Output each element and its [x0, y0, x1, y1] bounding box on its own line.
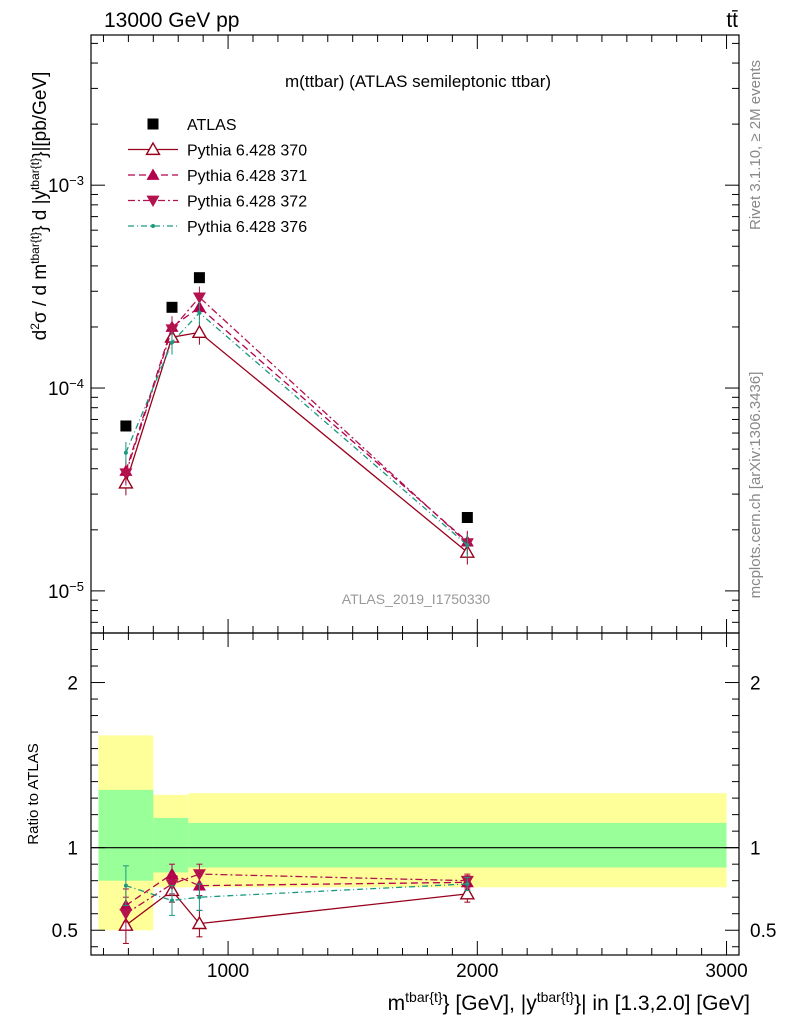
data-point-pythia-6-428-376	[170, 340, 174, 345]
y-axis-label-main: d2σ / d mtbar{t}} d |ytbar{t}}|[pb/GeV]	[28, 72, 51, 341]
ratio-tick-label-left: 2	[67, 674, 78, 695]
data-point-pythia-6-428-376	[197, 310, 202, 315]
x-tick-label: 1000	[207, 961, 249, 982]
data-point-atlas	[120, 420, 132, 432]
legend-marker-pythia-6-428-372	[146, 195, 160, 207]
legend-marker-pythia-6-428-376	[151, 224, 155, 228]
ratio-point-pythia-6-428-372	[119, 908, 133, 921]
data-point-atlas	[461, 512, 473, 524]
legend-label-pythia-6-428-372: Pythia 6.428 372	[187, 194, 307, 211]
ratio-tick-label-right: 1	[750, 839, 761, 860]
ratio-point-pythia-6-428-376	[123, 883, 128, 888]
mcplots-label: mcplots.cern.ch [arXiv:1306.3436]	[747, 372, 764, 599]
x-axis-label: mtbar{t}} [GeV], |ytbar{t}}| in [1.3,2.0…	[388, 989, 750, 1015]
main-plot-panel: 10−5 10−4 10−3 m(ttbar) (ATLAS semileptoni…	[48, 34, 740, 647]
ratio-point-pythia-6-428-376	[465, 881, 470, 886]
data-point-atlas	[193, 272, 205, 284]
ratio-line-pythia-6-428-371	[125, 873, 468, 906]
series-line-pythia-6-428-370	[125, 331, 468, 553]
legend-label-atlas: ATLAS	[187, 117, 237, 134]
analysis-watermark: ATLAS_2019_I1750330	[342, 591, 491, 607]
chart-title: m(ttbar) (ATLAS semileptonic ttbar)	[285, 72, 551, 91]
y-tick-label: 10−3	[48, 173, 84, 198]
legend: ATLAS Pythia 6.428 370 Pythia 6.428 371 Pyt…	[128, 117, 307, 236]
data-point-pythia-6-428-370	[191, 324, 208, 338]
ratio-plot-frame	[90, 632, 740, 956]
uncertainty-band-green	[188, 822, 727, 868]
data-point-pythia-6-428-376	[465, 543, 470, 548]
ratio-line-pythia-6-428-370	[125, 889, 468, 926]
legend-marker-pythia-6-428-370	[145, 141, 161, 156]
ratio-line-pythia-6-428-376	[125, 883, 468, 902]
ratio-point-pythia-6-428-372	[192, 869, 206, 881]
ratio-point-pythia-6-428-372	[165, 879, 179, 891]
header-energy-label: 13000 GeV pp	[104, 9, 239, 32]
data-point-atlas	[166, 301, 178, 313]
header-process-label: tt̄	[726, 9, 738, 32]
data-point-pythia-6-428-372	[119, 468, 133, 480]
ratio-tick-label-right: 0.5	[750, 921, 776, 942]
x-tick-label: 3000	[705, 961, 747, 982]
ratio-tick-label-left: 0.5	[52, 921, 78, 942]
ratio-point-pythia-6-428-371	[165, 867, 179, 879]
uncertainty-band-green	[153, 817, 189, 873]
y-axis-label-ratio: Ratio to ATLAS	[25, 743, 42, 844]
y-tick-label: 10−5	[48, 578, 84, 603]
x-tick-label: 2000	[456, 961, 498, 982]
ratio-point-pythia-6-428-376	[197, 895, 202, 900]
y-tick-exponent: −5	[69, 578, 84, 593]
legend-label-pythia-6-428-376: Pythia 6.428 376	[187, 219, 307, 236]
ratio-tick-label-right: 2	[750, 674, 761, 695]
series-line-pythia-6-428-371	[125, 306, 468, 543]
series-line-pythia-6-428-376	[125, 311, 468, 546]
data-point-pythia-6-428-372	[165, 324, 179, 336]
ratio-point-pythia-6-428-370	[459, 885, 476, 900]
ratio-point-pythia-6-428-376	[170, 898, 174, 903]
legend-label-pythia-6-428-370: Pythia 6.428 370	[187, 143, 307, 160]
y-tick-label: 10−4	[48, 376, 84, 401]
y-tick-exponent: −4	[69, 376, 84, 391]
legend-label-pythia-6-428-371: Pythia 6.428 371	[187, 168, 307, 185]
series-line-pythia-6-428-372	[125, 296, 468, 544]
rivet-version-label: Rivet 3.1.10, ≥ 2M events	[747, 60, 764, 230]
legend-marker-atlas	[147, 118, 159, 130]
ratio-tick-label-left: 1	[67, 839, 78, 860]
ratio-point-pythia-6-428-370	[191, 915, 208, 930]
legend-marker-pythia-6-428-371	[146, 168, 160, 180]
y-tick-exponent: −3	[69, 173, 84, 188]
data-point-pythia-6-428-372	[192, 292, 206, 304]
data-point-pythia-6-428-376	[123, 450, 128, 455]
